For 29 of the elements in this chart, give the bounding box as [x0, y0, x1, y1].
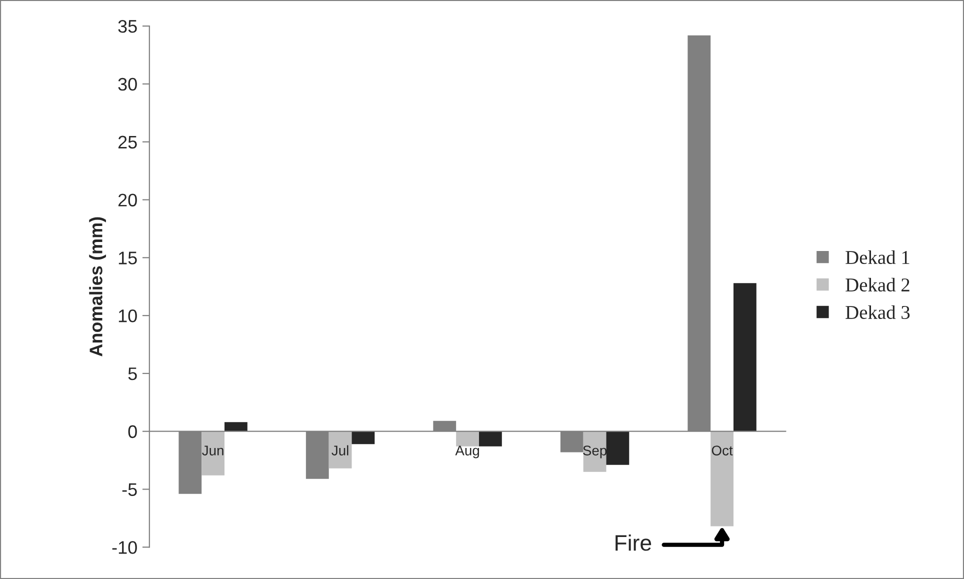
y-tick-label: 10 — [118, 309, 137, 322]
y-tick-label: 30 — [118, 78, 137, 91]
annotation: Fire — [616, 534, 652, 551]
legend-label: Dekad 3 — [846, 305, 910, 320]
y-tick-label: 35 — [118, 20, 137, 33]
y-tick-label: -5 — [122, 483, 137, 496]
bar — [478, 431, 502, 446]
bar — [328, 431, 352, 468]
legend-label: Dekad 2 — [846, 278, 910, 292]
y-tick-label: -10 — [112, 541, 137, 554]
x-tick-label: Jul — [332, 445, 348, 456]
x-tick-label: Aug — [455, 446, 479, 458]
x-tick-label: Jun — [202, 446, 224, 456]
x-tick-label: Oct — [712, 446, 733, 456]
y-tick-label: 15 — [118, 252, 137, 264]
bar — [352, 431, 375, 444]
y-tick-label: 20 — [118, 194, 137, 206]
y-tick-label: 25 — [118, 136, 137, 149]
bar — [456, 431, 479, 446]
bar — [606, 431, 630, 465]
y-axis-title: Anomalies (mm) — [89, 217, 106, 356]
bar — [733, 283, 756, 432]
y-tick-label: 0 — [128, 425, 137, 438]
y-tick-label: 5 — [128, 368, 137, 380]
bar — [202, 431, 224, 476]
bar — [710, 431, 734, 526]
x-tick-label: Sep — [583, 446, 607, 458]
bar — [224, 422, 248, 432]
legend-label: Dekad 1 — [846, 250, 910, 264]
